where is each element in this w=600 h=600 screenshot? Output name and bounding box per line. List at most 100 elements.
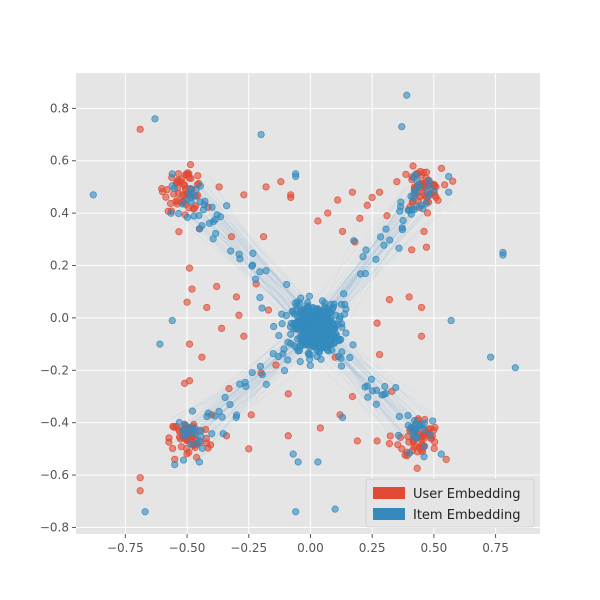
user-embedding-point — [136, 474, 144, 482]
user-embedding-point — [272, 361, 280, 369]
user-embedding-point — [353, 437, 361, 445]
y-tick-label: 0.6 — [50, 154, 69, 168]
user-embedding-point — [420, 227, 428, 236]
item-embedding-point — [197, 427, 205, 435]
item-embedding-point — [195, 211, 203, 220]
item-embedding-point — [178, 200, 186, 208]
item-embedding-point — [195, 437, 204, 445]
x-axis: −0.75 −0.50 −0.25 0.00 0.25 0.50 0.75 — [107, 534, 509, 555]
item-embedding-point — [219, 430, 227, 438]
item-embedding-point — [226, 400, 234, 409]
item-embedding-point — [249, 249, 257, 257]
user-embedding-point — [386, 432, 394, 440]
user-embedding-point — [405, 438, 413, 446]
x-tick-label: −0.25 — [230, 541, 267, 555]
item-embedding-point — [392, 383, 400, 392]
item-embedding-point — [141, 508, 149, 516]
user-embedding-point — [240, 191, 248, 199]
item-embedding-point — [376, 233, 385, 241]
x-tick-label: −0.75 — [107, 541, 144, 555]
user-embedding-point — [183, 298, 191, 306]
item-embedding-point — [294, 458, 302, 466]
item-embedding-point — [256, 293, 264, 302]
item-embedding-point — [338, 413, 347, 422]
item-embedding-point — [394, 431, 403, 439]
item-embedding-point — [403, 91, 411, 99]
item-embedding-point — [167, 209, 175, 217]
item-embedding-point — [208, 430, 216, 438]
user-embedding-point — [375, 350, 384, 359]
user-embedding-point — [277, 178, 285, 186]
item-embedding-point — [395, 244, 403, 252]
connection-line — [186, 326, 311, 455]
user-embedding-point — [398, 445, 406, 453]
item-embedding-point — [331, 505, 339, 513]
item-embedding-point — [321, 320, 330, 328]
legend-box — [365, 478, 535, 528]
user-embedding-point — [431, 424, 439, 432]
item-embedding-point — [280, 366, 289, 375]
user-embedding-point — [136, 125, 144, 133]
item-embedding-point — [382, 225, 390, 233]
user-embedding-point — [385, 295, 394, 304]
item-embedding-point — [186, 440, 195, 448]
user-embedding-point — [225, 385, 233, 393]
item-embedding-point — [404, 411, 412, 420]
item-embedding-point — [359, 253, 367, 261]
connection-line — [194, 180, 308, 312]
user-embedding-point — [385, 440, 394, 448]
user-embedding-point — [240, 332, 248, 340]
y-tick-label: −0.4 — [40, 416, 69, 430]
item-embedding-point — [278, 310, 286, 318]
user-embedding-point — [183, 450, 191, 458]
grid-lines — [76, 73, 540, 534]
user-embedding-point — [177, 443, 185, 451]
y-tick-label: 0.0 — [50, 311, 69, 325]
y-tick-label: −0.2 — [40, 363, 69, 377]
connection-line — [321, 330, 435, 431]
item-embedding-point — [286, 339, 295, 348]
item-embedding-point — [315, 348, 323, 356]
user-embedding-point — [334, 196, 342, 204]
item-embedding-point — [322, 333, 330, 341]
item-embedding-point — [221, 393, 229, 402]
user-embedding-point — [245, 445, 253, 453]
item-embedding-point — [223, 202, 231, 210]
item-embedding-point — [170, 184, 178, 192]
user-embedding-point — [166, 199, 175, 208]
user-embedding-point — [165, 438, 173, 446]
item-embedding-point — [395, 412, 403, 421]
item-embedding-point — [294, 347, 302, 355]
item-embedding-point — [284, 356, 292, 364]
item-embedding-point — [340, 290, 348, 298]
item-embedding-point — [420, 453, 428, 461]
item-embedding-point — [447, 316, 455, 325]
item-embedding-point — [89, 191, 97, 199]
connection-line — [191, 335, 310, 449]
item-embedding-point — [196, 198, 204, 206]
user-embedding-point — [136, 487, 144, 495]
user-embedding-point — [215, 183, 223, 191]
user-embedding-point — [203, 303, 211, 312]
item-embedding-point — [410, 205, 418, 214]
item-embedding-point — [317, 336, 325, 344]
connection-line — [204, 337, 305, 440]
user-embedding-point — [413, 464, 421, 472]
item-embedding-point — [185, 429, 194, 437]
item-embedding-point — [386, 236, 394, 244]
item-embedding-point — [410, 417, 419, 425]
item-embedding-point — [203, 412, 211, 421]
user-embedding-point — [373, 319, 381, 327]
user-embedding-point — [247, 411, 255, 419]
item-embedding-point — [306, 343, 314, 351]
user-embedding-point — [218, 324, 226, 332]
item-embedding-point — [256, 362, 265, 370]
item-embedding-point — [429, 417, 437, 425]
item-embedding-point — [168, 170, 176, 178]
item-embedding-point — [381, 382, 389, 391]
user-embedding-point — [259, 233, 268, 241]
item-embedding-point — [195, 458, 204, 466]
x-tick-label: 0.00 — [297, 541, 324, 555]
item-embedding-point — [192, 185, 200, 194]
item-embedding-point — [156, 340, 164, 348]
